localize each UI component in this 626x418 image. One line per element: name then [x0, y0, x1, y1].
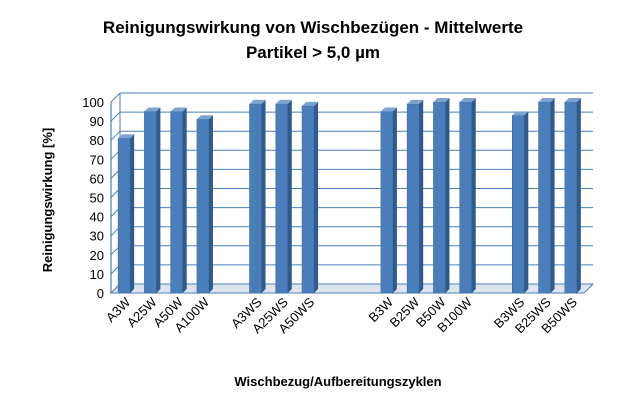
bar [512, 111, 529, 294]
y-axis-label: Reinigungswirkung [%] [40, 128, 55, 272]
bar-top [196, 115, 213, 120]
bar-side [576, 98, 581, 293]
y-tick-label: 40 [90, 210, 104, 225]
bar [538, 98, 555, 294]
bar-top [433, 98, 450, 102]
bar-top [144, 107, 161, 112]
chart-title-line-1: Reinigungswirkung von Wischbezügen - Mit… [103, 18, 523, 37]
gridline-depth [110, 111, 121, 122]
bar-side [314, 101, 319, 293]
bar [196, 115, 213, 294]
bar [144, 107, 161, 294]
y-tick-label: 30 [90, 229, 104, 244]
y-tick-label: 10 [90, 267, 104, 282]
bar-front [301, 105, 315, 294]
bar-front [144, 111, 157, 294]
bar [301, 101, 319, 294]
bar-side [419, 99, 424, 293]
bar-front [459, 101, 473, 294]
bar-side [471, 98, 476, 293]
bar [170, 107, 187, 294]
y-tick-label: 70 [90, 152, 104, 167]
bar-front [433, 101, 446, 294]
bar-front [117, 137, 131, 294]
bar-top [302, 101, 319, 106]
chart-title-line-2: Partikel > 5,0 µm [246, 43, 380, 62]
bar-side [156, 107, 161, 293]
bar [459, 98, 476, 294]
bar-top [564, 98, 581, 102]
bar-side [392, 107, 397, 293]
bar [117, 134, 135, 294]
bar-front [406, 103, 420, 294]
bar-front [275, 103, 289, 294]
bar-top [459, 98, 476, 102]
y-tick-label: 20 [90, 248, 104, 263]
bar [275, 99, 292, 294]
y-tick-label: 60 [90, 171, 104, 186]
y-tick-label: 0 [97, 286, 104, 301]
bar [564, 98, 581, 294]
bar-front [249, 103, 262, 294]
y-tick-label: 100 [82, 95, 104, 110]
y-tick-labels: 0 10 20 30 40 50 60 70 80 90 100 [82, 95, 104, 301]
bar-side [524, 111, 529, 294]
bar-front [170, 111, 183, 294]
bar [433, 98, 450, 294]
bars [117, 98, 581, 294]
bar [380, 107, 397, 294]
bar-side [287, 99, 292, 293]
bar-top [538, 98, 555, 102]
bar-top [170, 107, 187, 112]
bar-top [118, 134, 135, 139]
bar-side [208, 115, 213, 293]
bar-front [564, 101, 578, 294]
bar-front [196, 118, 210, 294]
bar-top [275, 99, 292, 104]
bar-top [512, 111, 529, 116]
bar-top [380, 107, 397, 112]
bar-top [249, 99, 266, 104]
bar [406, 99, 424, 294]
bar-side [182, 107, 187, 293]
gridline-depth [110, 92, 121, 103]
bar-side [130, 134, 135, 293]
x-axis-label: Wischbezug/Aufbereitungszyklen [234, 374, 441, 389]
bar-front [538, 101, 551, 294]
y-tick-label: 50 [90, 191, 104, 206]
bar-side [261, 99, 266, 293]
y-tick-label: 90 [90, 114, 104, 129]
bar-side [550, 98, 555, 293]
y-tick-label: 80 [90, 133, 104, 148]
bar [249, 99, 266, 294]
gridline-depth [110, 130, 121, 141]
bar-top [407, 99, 424, 104]
bar-front [380, 111, 394, 294]
bar-side [445, 98, 450, 293]
bar-front [512, 115, 525, 294]
